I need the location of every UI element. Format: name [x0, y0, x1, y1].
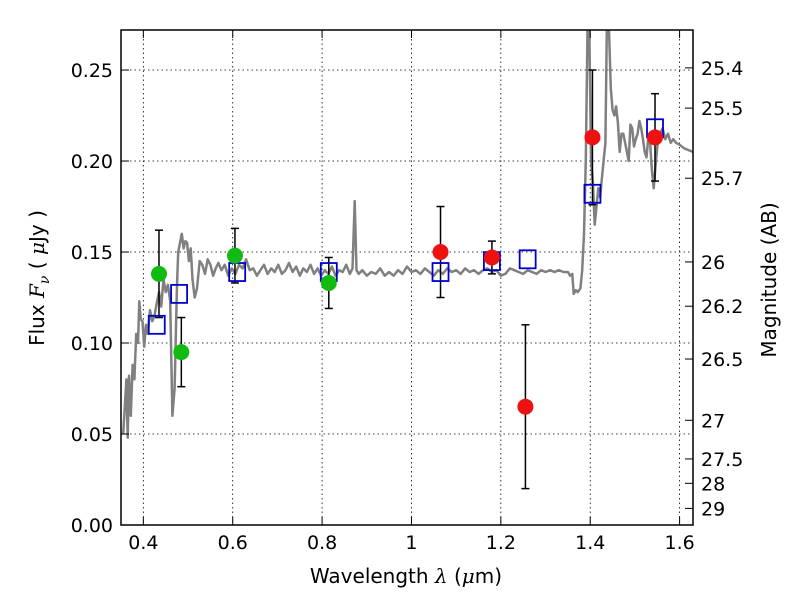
mag-tick-label: 28 [701, 473, 725, 495]
x-tick-label: 1 [405, 532, 417, 554]
measured-point [320, 274, 337, 291]
grid-lines [121, 30, 693, 525]
measured-point [150, 265, 167, 282]
measured-points [150, 129, 664, 415]
x-tick-label: 1.2 [486, 532, 516, 554]
y-tick-label: 0.25 [71, 60, 113, 82]
y2-axis: 25.4 25.5 25.7 26 26.2 26.5 27 27.528 29 [685, 58, 743, 520]
measured-point [647, 129, 664, 146]
x-tick-label: 1.6 [664, 532, 694, 554]
measured-point [432, 244, 449, 261]
mag-tick-label: 27.5 [701, 449, 743, 471]
y-tick-label: 0.20 [71, 151, 113, 173]
y-tick-label: 0.10 [71, 333, 113, 355]
mag-tick-label: 26.5 [701, 349, 743, 371]
model-photometry-square [431, 262, 450, 282]
y-axis-label: Flux Fν ( μJy ) [25, 210, 53, 346]
y-tick-label: 0.15 [71, 242, 113, 264]
y-tick-label: 0.05 [71, 424, 113, 446]
model-sed-line [121, 30, 693, 439]
measured-point [226, 247, 243, 264]
error-bars [154, 69, 660, 490]
x-axis: 0.4 0.6 0.8 1 1.2 1.4 1.6 [128, 30, 695, 554]
y-tick-label: 0.00 [71, 515, 113, 537]
mag-tick-label: 25.4 [701, 58, 743, 80]
measured-point [517, 398, 534, 415]
plot-frame [120, 29, 694, 526]
mag-tick-label: 29 [701, 498, 725, 520]
mag-tick-label: 25.5 [701, 98, 743, 120]
mag-tick-label: 26 [701, 252, 725, 274]
mag-tick-label: 27 [701, 410, 725, 432]
model-photometry-square [170, 283, 188, 304]
measured-point [173, 344, 190, 361]
measured-point [483, 249, 500, 266]
x-tick-label: 0.4 [128, 532, 158, 554]
measured-point [584, 129, 601, 146]
y-axis: 0.00 0.05 0.10 0.15 0.20 0.25 [71, 60, 129, 537]
model-photometry-square [518, 249, 537, 270]
x-tick-label: 1.4 [575, 532, 605, 554]
model-photometry-square [147, 314, 166, 335]
model-photometry-square [583, 183, 602, 204]
x-tick-label: 0.6 [218, 532, 248, 554]
x-tick-label: 0.8 [307, 532, 337, 554]
model-sed [121, 30, 693, 439]
mag-tick-label: 26.2 [701, 296, 743, 318]
mag-tick-label: 25.7 [701, 168, 743, 190]
y2-axis-label: Magnitude (AB) [757, 202, 781, 357]
x-axis-label: Wavelength λ (μm) [310, 564, 502, 588]
